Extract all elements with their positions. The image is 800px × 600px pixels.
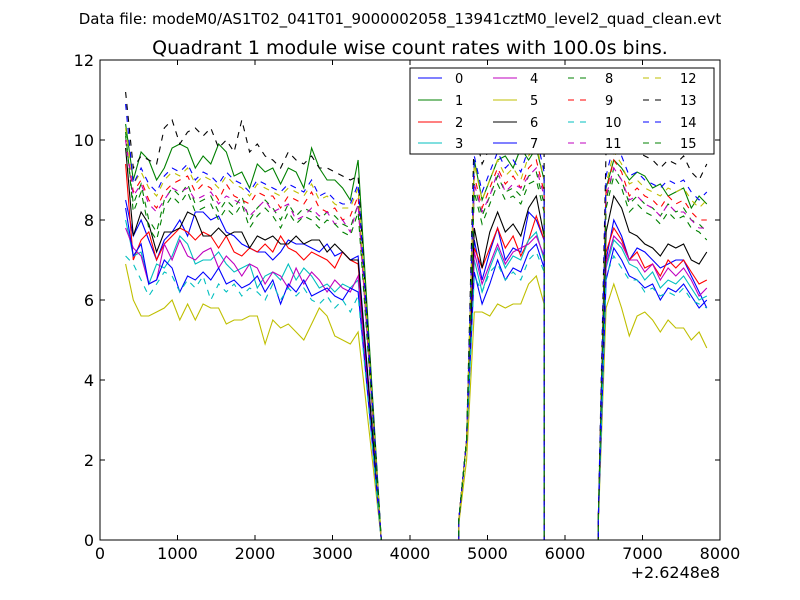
plot-area <box>125 91 708 540</box>
legend-label-8: 8 <box>605 72 613 87</box>
legend-label-9: 9 <box>605 94 613 109</box>
legend-label-11: 11 <box>605 137 622 152</box>
x-tick-label: 6000 <box>545 544 586 563</box>
series-line-6 <box>125 147 708 540</box>
series-line-12 <box>125 127 708 540</box>
series-layer <box>125 91 708 540</box>
x-tick-label: 1000 <box>157 544 198 563</box>
series-line-7 <box>125 207 708 540</box>
x-tick-label: 7000 <box>622 544 663 563</box>
x-offset-label: +2.6248e8 <box>631 563 720 582</box>
series-line-4 <box>125 227 708 540</box>
legend-label-4: 4 <box>530 72 538 87</box>
legend-label-10: 10 <box>605 116 622 131</box>
x-tick-label: 8000 <box>700 544 741 563</box>
y-tick-label: 10 <box>74 131 94 150</box>
series-line-14 <box>125 103 708 540</box>
ticks-layer: 0 1000 2000 3000 4000 5000 6000 7000 80000246810… <box>74 51 741 563</box>
series-line-15 <box>125 131 708 540</box>
y-tick-label: 0 <box>84 531 94 550</box>
legend-label-14: 14 <box>680 116 697 131</box>
x-tick-label: 3000 <box>312 544 353 563</box>
chart-suptitle: Data file: modeM0/AS1T02_041T01_90000020… <box>79 10 722 29</box>
series-line-8 <box>125 135 708 540</box>
series-line-5 <box>125 263 708 540</box>
legend-label-2: 2 <box>455 116 463 131</box>
x-tick-label: 2000 <box>235 544 276 563</box>
chart-title: Quadrant 1 module wise count rates with … <box>152 37 668 59</box>
legend-label-3: 3 <box>455 137 463 152</box>
legend-label-6: 6 <box>530 116 538 131</box>
y-tick-label: 6 <box>84 291 94 310</box>
legend-label-1: 1 <box>455 94 463 109</box>
legend-label-15: 15 <box>680 137 697 152</box>
y-tick-label: 2 <box>84 451 94 470</box>
legend-label-12: 12 <box>680 72 697 87</box>
x-tick-label: 0 <box>95 544 105 563</box>
y-tick-label: 4 <box>84 371 94 390</box>
legend-box <box>409 67 715 155</box>
legend-label-13: 13 <box>680 94 697 109</box>
x-tick-label: 4000 <box>390 544 431 563</box>
legend-label-0: 0 <box>455 72 463 87</box>
legend-label-5: 5 <box>530 94 538 109</box>
series-line-10 <box>125 250 708 540</box>
y-tick-label: 12 <box>74 51 94 70</box>
series-line-11 <box>125 139 707 540</box>
x-tick-label: 5000 <box>467 544 508 563</box>
y-tick-label: 8 <box>84 211 94 230</box>
legend-label-7: 7 <box>530 137 538 152</box>
